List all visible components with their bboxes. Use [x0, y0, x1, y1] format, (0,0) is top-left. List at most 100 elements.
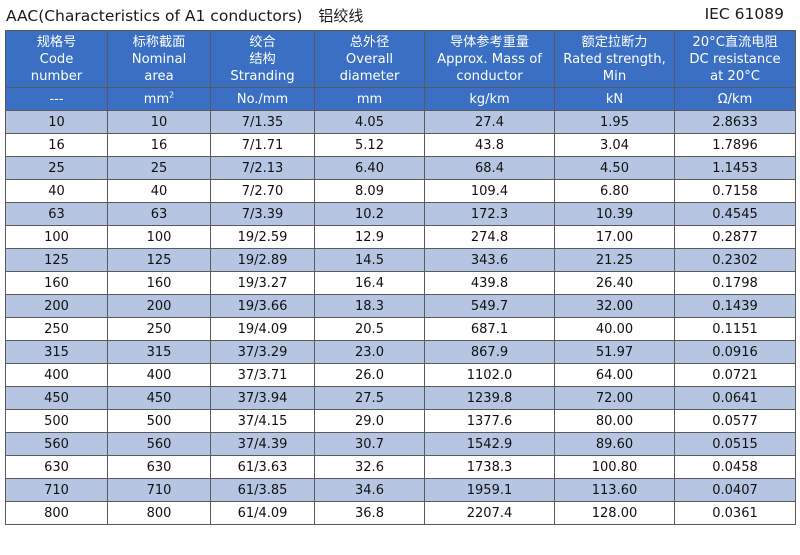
cell-rated-strength: 64.00 — [554, 363, 675, 387]
cell-dc-resistance: 0.2302 — [674, 248, 796, 272]
cell-stranding: 37/4.39 — [210, 432, 315, 456]
cell-code-number: 16 — [5, 133, 108, 157]
cell-overall-diameter: 12.9 — [314, 225, 425, 249]
cell-overall-diameter: 32.6 — [314, 455, 425, 479]
cell-rated-strength: 26.40 — [554, 271, 675, 295]
cell-code-number: 630 — [5, 455, 108, 479]
table-row: 200 200 19/3.66 18.3 549.7 32.00 0.1439 — [5, 294, 796, 318]
unit-approx-mass: kg/km — [424, 87, 555, 111]
cell-rated-strength: 89.60 — [554, 432, 675, 456]
cell-dc-resistance: 0.7158 — [674, 179, 796, 203]
cell-overall-diameter: 16.4 — [314, 271, 425, 295]
cell-approx-mass: 172.3 — [424, 202, 555, 226]
cell-nominal-area: 200 — [107, 294, 211, 318]
standard-label: IEC 61089 — [704, 5, 784, 23]
cell-approx-mass: 1377.6 — [424, 409, 555, 433]
cell-stranding: 37/4.15 — [210, 409, 315, 433]
cell-nominal-area: 400 — [107, 363, 211, 387]
cell-rated-strength: 6.80 — [554, 179, 675, 203]
table-row: 800 800 61/4.09 36.8 2207.4 128.00 0.0361 — [5, 501, 796, 525]
cell-dc-resistance: 0.0458 — [674, 455, 796, 479]
cell-dc-resistance: 0.2877 — [674, 225, 796, 249]
cell-code-number: 710 — [5, 478, 108, 502]
cell-overall-diameter: 30.7 — [314, 432, 425, 456]
header-row: 规格号 Code number 标称截面 Nominal area 绞合 结构 Strand… — [5, 30, 796, 88]
table-row: 160 160 19/3.27 16.4 439.8 26.40 0.1798 — [5, 271, 796, 295]
cell-code-number: 450 — [5, 386, 108, 410]
table-row: 250 250 19/4.09 20.5 687.1 40.00 0.1151 — [5, 317, 796, 341]
cell-approx-mass: 687.1 — [424, 317, 555, 341]
cell-dc-resistance: 0.4545 — [674, 202, 796, 226]
cell-code-number: 400 — [5, 363, 108, 387]
cell-nominal-area: 630 — [107, 455, 211, 479]
cell-nominal-area: 710 — [107, 478, 211, 502]
table-body: 10 10 7/1.35 4.05 27.4 1.95 2.8633 16 16 7/1.71 5.… — [5, 110, 796, 525]
unit-code-number: --- — [5, 87, 108, 111]
cell-stranding: 7/2.13 — [210, 156, 315, 180]
cell-approx-mass: 439.8 — [424, 271, 555, 295]
cell-overall-diameter: 10.2 — [314, 202, 425, 226]
cell-dc-resistance: 0.0361 — [674, 501, 796, 525]
cell-stranding: 19/3.66 — [210, 294, 315, 318]
table-row: 315 315 37/3.29 23.0 867.9 51.97 0.0916 — [5, 340, 796, 364]
cell-stranding: 19/2.89 — [210, 248, 315, 272]
cell-rated-strength: 113.60 — [554, 478, 675, 502]
cell-rated-strength: 80.00 — [554, 409, 675, 433]
header-stranding: 绞合 结构 Stranding — [210, 30, 315, 88]
cell-nominal-area: 40 — [107, 179, 211, 203]
cell-rated-strength: 21.25 — [554, 248, 675, 272]
table-row: 16 16 7/1.71 5.12 43.8 3.04 1.7896 — [5, 133, 796, 157]
cell-approx-mass: 109.4 — [424, 179, 555, 203]
cell-overall-diameter: 27.5 — [314, 386, 425, 410]
table-row: 560 560 37/4.39 30.7 1542.9 89.60 0.0515 — [5, 432, 796, 456]
table-row: 400 400 37/3.71 26.0 1102.0 64.00 0.0721 — [5, 363, 796, 387]
cell-code-number: 63 — [5, 202, 108, 226]
header-approx-mass: 导体参考重量 Approx. Mass of conductor — [424, 30, 555, 88]
cell-dc-resistance: 1.7896 — [674, 133, 796, 157]
table-row: 125 125 19/2.89 14.5 343.6 21.25 0.2302 — [5, 248, 796, 272]
cell-approx-mass: 274.8 — [424, 225, 555, 249]
cell-code-number: 100 — [5, 225, 108, 249]
header-rated-strength: 额定拉断力 Rated strength, Min — [554, 30, 675, 88]
cell-rated-strength: 128.00 — [554, 501, 675, 525]
cell-dc-resistance: 0.0407 — [674, 478, 796, 502]
cell-rated-strength: 40.00 — [554, 317, 675, 341]
table-title: AAC(Characteristics of A1 conductors) 铝绞线 — [6, 5, 363, 26]
cell-dc-resistance: 0.1151 — [674, 317, 796, 341]
cell-rated-strength: 1.95 — [554, 110, 675, 134]
cell-stranding: 37/3.71 — [210, 363, 315, 387]
cell-nominal-area: 160 — [107, 271, 211, 295]
cell-nominal-area: 25 — [107, 156, 211, 180]
cell-dc-resistance: 0.1439 — [674, 294, 796, 318]
cell-nominal-area: 500 — [107, 409, 211, 433]
unit-nominal-area: mm2 — [107, 87, 211, 111]
cell-rated-strength: 32.00 — [554, 294, 675, 318]
unit-rated-strength: kN — [554, 87, 675, 111]
cell-nominal-area: 560 — [107, 432, 211, 456]
cell-stranding: 37/3.29 — [210, 340, 315, 364]
cell-rated-strength: 51.97 — [554, 340, 675, 364]
cell-approx-mass: 549.7 — [424, 294, 555, 318]
cell-dc-resistance: 2.8633 — [674, 110, 796, 134]
cell-rated-strength: 10.39 — [554, 202, 675, 226]
cell-overall-diameter: 18.3 — [314, 294, 425, 318]
table-row: 10 10 7/1.35 4.05 27.4 1.95 2.8633 — [5, 110, 796, 134]
cell-code-number: 25 — [5, 156, 108, 180]
cell-overall-diameter: 14.5 — [314, 248, 425, 272]
cell-code-number: 315 — [5, 340, 108, 364]
cell-code-number: 250 — [5, 317, 108, 341]
cell-rated-strength: 72.00 — [554, 386, 675, 410]
cell-nominal-area: 100 — [107, 225, 211, 249]
table-row: 100 100 19/2.59 12.9 274.8 17.00 0.2877 — [5, 225, 796, 249]
cell-dc-resistance: 0.0515 — [674, 432, 796, 456]
cell-code-number: 160 — [5, 271, 108, 295]
cell-stranding: 19/2.59 — [210, 225, 315, 249]
cell-nominal-area: 800 — [107, 501, 211, 525]
cell-stranding: 7/1.71 — [210, 133, 315, 157]
cell-nominal-area: 16 — [107, 133, 211, 157]
cell-overall-diameter: 29.0 — [314, 409, 425, 433]
cell-approx-mass: 1102.0 — [424, 363, 555, 387]
header-overall-diameter: 总外径 Overall diameter — [314, 30, 425, 88]
cell-code-number: 200 — [5, 294, 108, 318]
cell-overall-diameter: 4.05 — [314, 110, 425, 134]
